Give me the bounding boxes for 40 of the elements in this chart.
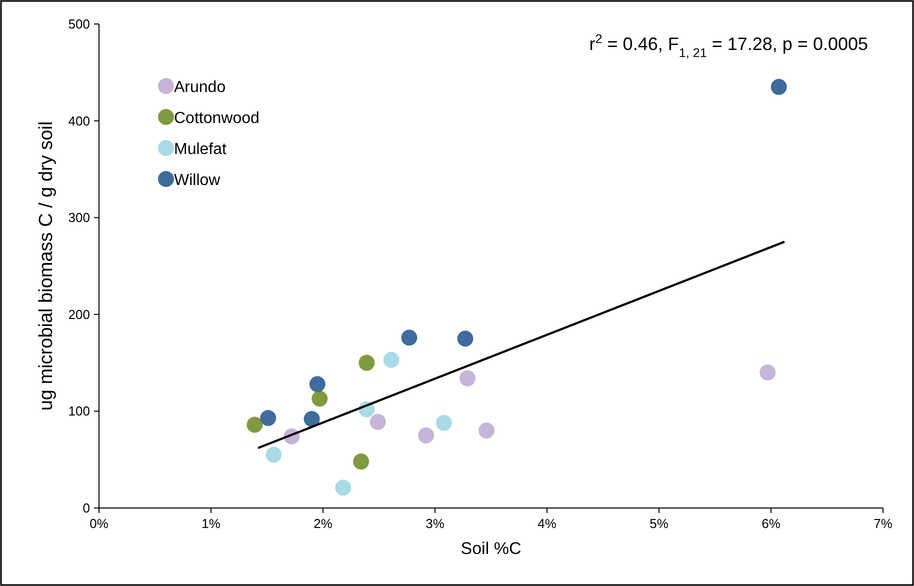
point <box>457 330 474 347</box>
legend-label: Mulefat <box>174 141 228 158</box>
y-tick-label: 400 <box>68 113 90 128</box>
point <box>383 352 400 368</box>
point <box>370 414 386 430</box>
point <box>478 422 495 439</box>
point <box>246 416 263 433</box>
x-tick-label: 7% <box>874 516 893 531</box>
legend-label: Arundo <box>174 79 226 96</box>
x-tick-label: 6% <box>762 516 781 531</box>
point <box>266 446 282 463</box>
point <box>358 354 375 371</box>
point <box>309 376 326 392</box>
x-tick-label: 2% <box>314 516 333 531</box>
point <box>304 410 320 427</box>
x-tick-label: 5% <box>650 516 669 531</box>
x-tick-label: 4% <box>538 516 557 531</box>
x-tick-label: 0% <box>90 516 109 531</box>
y-tick-label: 200 <box>68 306 90 322</box>
point <box>459 370 476 386</box>
x-tick-label: 3% <box>426 516 445 531</box>
x-tick-label: 1% <box>202 516 221 531</box>
point <box>401 330 418 346</box>
point <box>312 390 328 407</box>
legend-label: Willow <box>174 172 221 189</box>
point <box>436 414 452 431</box>
legend-label: Cottonwood <box>174 110 260 127</box>
point <box>335 480 352 496</box>
point <box>353 454 370 470</box>
point <box>260 410 276 426</box>
annotation: r$^{2}$ = 0.46, F$_{1, 21}$ = 17.28, p = 0.0005 <box>589 32 868 60</box>
x-axis-title: Soil %C <box>460 539 522 558</box>
point <box>770 78 787 95</box>
y-tick-label: 300 <box>68 210 90 226</box>
y-tick-label: 0 <box>82 500 90 516</box>
y-tick-label: 100 <box>68 404 90 419</box>
point <box>418 427 434 444</box>
point <box>760 364 776 380</box>
y-tick-label: 500 <box>68 16 90 32</box>
y-axis-title: ug microbial biomass C / g dry soil <box>36 121 57 411</box>
